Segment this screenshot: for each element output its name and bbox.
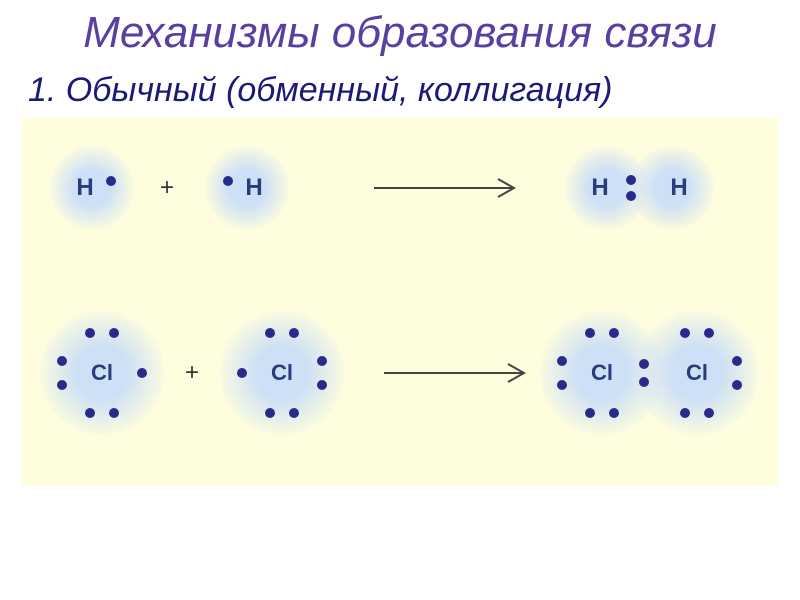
- electron-dot: [639, 377, 649, 387]
- page-title: Механизмы образования связи: [0, 8, 800, 59]
- electron-dot: [609, 328, 619, 338]
- electron-dot: [223, 176, 233, 186]
- plus-operator: +: [185, 359, 199, 387]
- electron-dot: [585, 408, 595, 418]
- electron-dot: [265, 408, 275, 418]
- electron-dot: [265, 328, 275, 338]
- electron-dot: [317, 356, 327, 366]
- electron-dot: [732, 356, 742, 366]
- bond-diagram: HHHHClClClCl++: [22, 118, 778, 486]
- electron-cloud: [205, 146, 289, 230]
- electron-cloud: [50, 146, 134, 230]
- electron-dot: [109, 408, 119, 418]
- electron-dot: [609, 408, 619, 418]
- electron-cloud: [635, 311, 759, 435]
- electron-dot: [137, 368, 147, 378]
- reaction-arrow: [372, 173, 532, 203]
- electron-cloud: [630, 146, 714, 230]
- electron-dot: [626, 175, 636, 185]
- electron-dot: [680, 408, 690, 418]
- electron-dot: [85, 408, 95, 418]
- electron-dot: [585, 328, 595, 338]
- electron-dot: [317, 380, 327, 390]
- electron-dot: [557, 380, 567, 390]
- plus-operator: +: [160, 174, 174, 202]
- electron-dot: [57, 356, 67, 366]
- subtitle: 1. Обычный (обменный, коллигация): [28, 71, 800, 110]
- electron-dot: [289, 408, 299, 418]
- reaction-arrow: [382, 358, 542, 388]
- electron-dot: [680, 328, 690, 338]
- electron-dot: [732, 380, 742, 390]
- electron-dot: [639, 359, 649, 369]
- electron-dot: [557, 356, 567, 366]
- electron-dot: [109, 328, 119, 338]
- electron-dot: [704, 328, 714, 338]
- electron-dot: [85, 328, 95, 338]
- electron-dot: [106, 176, 116, 186]
- electron-dot: [626, 191, 636, 201]
- electron-dot: [57, 380, 67, 390]
- electron-dot: [289, 328, 299, 338]
- electron-dot: [704, 408, 714, 418]
- electron-dot: [237, 368, 247, 378]
